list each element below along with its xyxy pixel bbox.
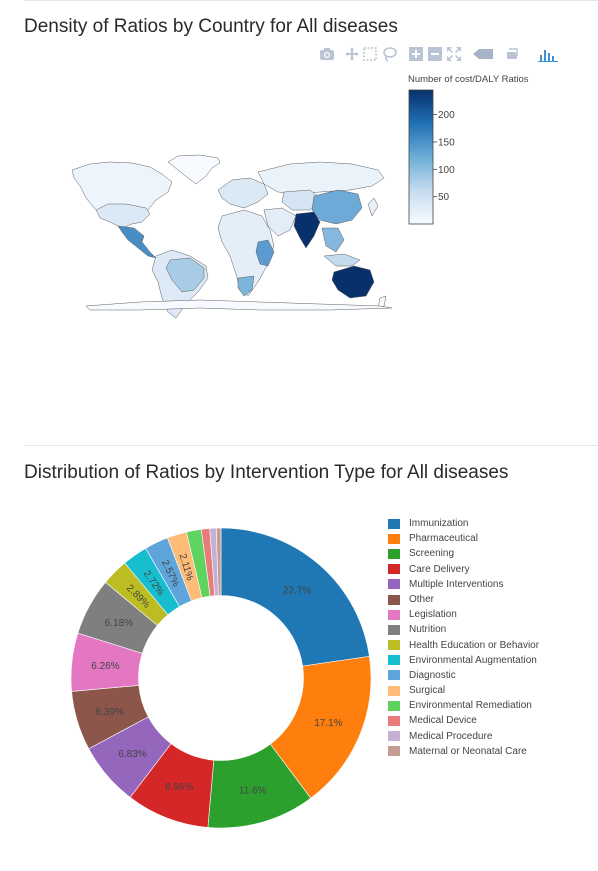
colorbar-tick-label: 50 bbox=[438, 192, 450, 203]
legend-swatch bbox=[388, 625, 400, 635]
map-title: Density of Ratios by Country for All dis… bbox=[24, 16, 398, 38]
pie-slice-label: 6.39% bbox=[95, 707, 123, 718]
reset-icon[interactable] bbox=[446, 46, 462, 62]
legend-label: Nutrition bbox=[409, 622, 446, 637]
legend-item[interactable]: Nutrition bbox=[388, 622, 539, 637]
region-southeast-asia bbox=[322, 228, 344, 252]
legend-swatch bbox=[388, 640, 400, 650]
pie-slice-label: 6.83% bbox=[118, 749, 146, 760]
legend-item[interactable]: Maternal or Neonatal Care bbox=[388, 744, 539, 759]
lasso-icon[interactable] bbox=[382, 46, 398, 62]
legend-item[interactable]: Environmental Remediation bbox=[388, 698, 539, 713]
pie-title: Distribution of Ratios by Intervention T… bbox=[24, 462, 508, 484]
region-antarctica bbox=[86, 300, 392, 310]
legend-label: Environmental Remediation bbox=[409, 698, 532, 713]
legend-item[interactable]: Pharmaceutical bbox=[388, 531, 539, 546]
legend-swatch bbox=[388, 610, 400, 620]
region-russia bbox=[258, 162, 384, 194]
legend-item[interactable]: Medical Procedure bbox=[388, 729, 539, 744]
hover-icon[interactable] bbox=[472, 46, 494, 62]
pan-icon[interactable] bbox=[344, 46, 360, 62]
region-china bbox=[312, 190, 362, 224]
region-mexico bbox=[118, 226, 156, 258]
legend-label: Diagnostic bbox=[409, 668, 456, 683]
pie-slice-label: 11.6% bbox=[239, 785, 267, 796]
zoom-out-icon[interactable] bbox=[427, 46, 443, 62]
legend-item[interactable]: Health Education or Behavior bbox=[388, 638, 539, 653]
legend-swatch bbox=[388, 731, 400, 741]
legend-swatch bbox=[388, 534, 400, 544]
region-australia bbox=[332, 266, 374, 298]
colorbar-tick-label: 200 bbox=[438, 110, 455, 121]
legend-swatch bbox=[388, 746, 400, 756]
legend-swatch bbox=[388, 579, 400, 589]
legend-label: Legislation bbox=[409, 607, 457, 622]
pie-slice-label: 8.96% bbox=[165, 782, 193, 793]
region-europe bbox=[218, 178, 268, 208]
colorbar-bar bbox=[409, 90, 433, 224]
pie-slice-label: 17.1% bbox=[314, 718, 342, 729]
legend-swatch bbox=[388, 519, 400, 529]
legend-swatch bbox=[388, 701, 400, 711]
region-greenland bbox=[168, 155, 220, 184]
toggle-spike-icon[interactable] bbox=[504, 46, 520, 62]
pie-slice-label: 6.18% bbox=[105, 618, 133, 629]
legend-item[interactable]: Medical Device bbox=[388, 713, 539, 728]
legend-label: Immunization bbox=[409, 516, 468, 531]
colorbar-tick-label: 150 bbox=[438, 137, 455, 148]
zoom-in-icon[interactable] bbox=[408, 46, 424, 62]
legend-label: Medical Device bbox=[409, 713, 477, 728]
plotly-logo[interactable] bbox=[538, 46, 558, 62]
legend-item[interactable]: Immunization bbox=[388, 516, 539, 531]
legend-item[interactable]: Legislation bbox=[388, 607, 539, 622]
legend-label: Environmental Augmentation bbox=[409, 653, 537, 668]
legend-item[interactable]: Screening bbox=[388, 546, 539, 561]
legend-label: Screening bbox=[409, 546, 454, 561]
legend-label: Other bbox=[409, 592, 434, 607]
colorbar: Number of cost/DALY Ratios 50 100 150 200 bbox=[408, 74, 529, 224]
camera-icon[interactable] bbox=[319, 46, 335, 62]
top-divider bbox=[24, 0, 598, 1]
legend-swatch bbox=[388, 716, 400, 726]
legend-swatch bbox=[388, 670, 400, 680]
colorbar-tick-label: 100 bbox=[438, 165, 455, 176]
legend-item[interactable]: Surgical bbox=[388, 683, 539, 698]
pie-legend: Immunization Pharmaceutical Screening Care … bbox=[388, 516, 539, 759]
legend-label: Medical Procedure bbox=[409, 729, 492, 744]
legend-label: Health Education or Behavior bbox=[409, 638, 539, 653]
colorbar-title: Number of cost/DALY Ratios bbox=[408, 74, 529, 85]
region-usa bbox=[96, 204, 150, 228]
legend-swatch bbox=[388, 549, 400, 559]
choropleth-map[interactable]: Number of cost/DALY Ratios 50 100 150 200 bbox=[0, 70, 598, 320]
pie-slice-label: 22.7% bbox=[283, 586, 311, 597]
legend-swatch bbox=[388, 564, 400, 574]
legend-item[interactable]: Multiple Interventions bbox=[388, 577, 539, 592]
legend-item[interactable]: Care Delivery bbox=[388, 562, 539, 577]
legend-label: Maternal or Neonatal Care bbox=[409, 744, 527, 759]
box-select-icon[interactable] bbox=[362, 46, 378, 62]
legend-item[interactable]: Other bbox=[388, 592, 539, 607]
legend-label: Surgical bbox=[409, 683, 445, 698]
region-south-africa bbox=[238, 276, 254, 296]
legend-item[interactable]: Environmental Augmentation bbox=[388, 653, 539, 668]
region-indonesia bbox=[324, 254, 360, 266]
legend-swatch bbox=[388, 595, 400, 605]
legend-label: Care Delivery bbox=[409, 562, 470, 577]
region-japan bbox=[368, 198, 378, 216]
pie-slice-label: 6.26% bbox=[91, 661, 119, 672]
region-india bbox=[294, 212, 320, 248]
legend-item[interactable]: Diagnostic bbox=[388, 668, 539, 683]
legend-label: Multiple Interventions bbox=[409, 577, 504, 592]
middle-divider bbox=[24, 445, 598, 446]
legend-swatch bbox=[388, 655, 400, 665]
legend-swatch bbox=[388, 686, 400, 696]
legend-label: Pharmaceutical bbox=[409, 531, 478, 546]
pie-slice[interactable] bbox=[221, 528, 369, 666]
